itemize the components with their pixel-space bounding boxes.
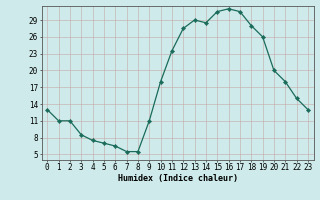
X-axis label: Humidex (Indice chaleur): Humidex (Indice chaleur) (118, 174, 237, 183)
